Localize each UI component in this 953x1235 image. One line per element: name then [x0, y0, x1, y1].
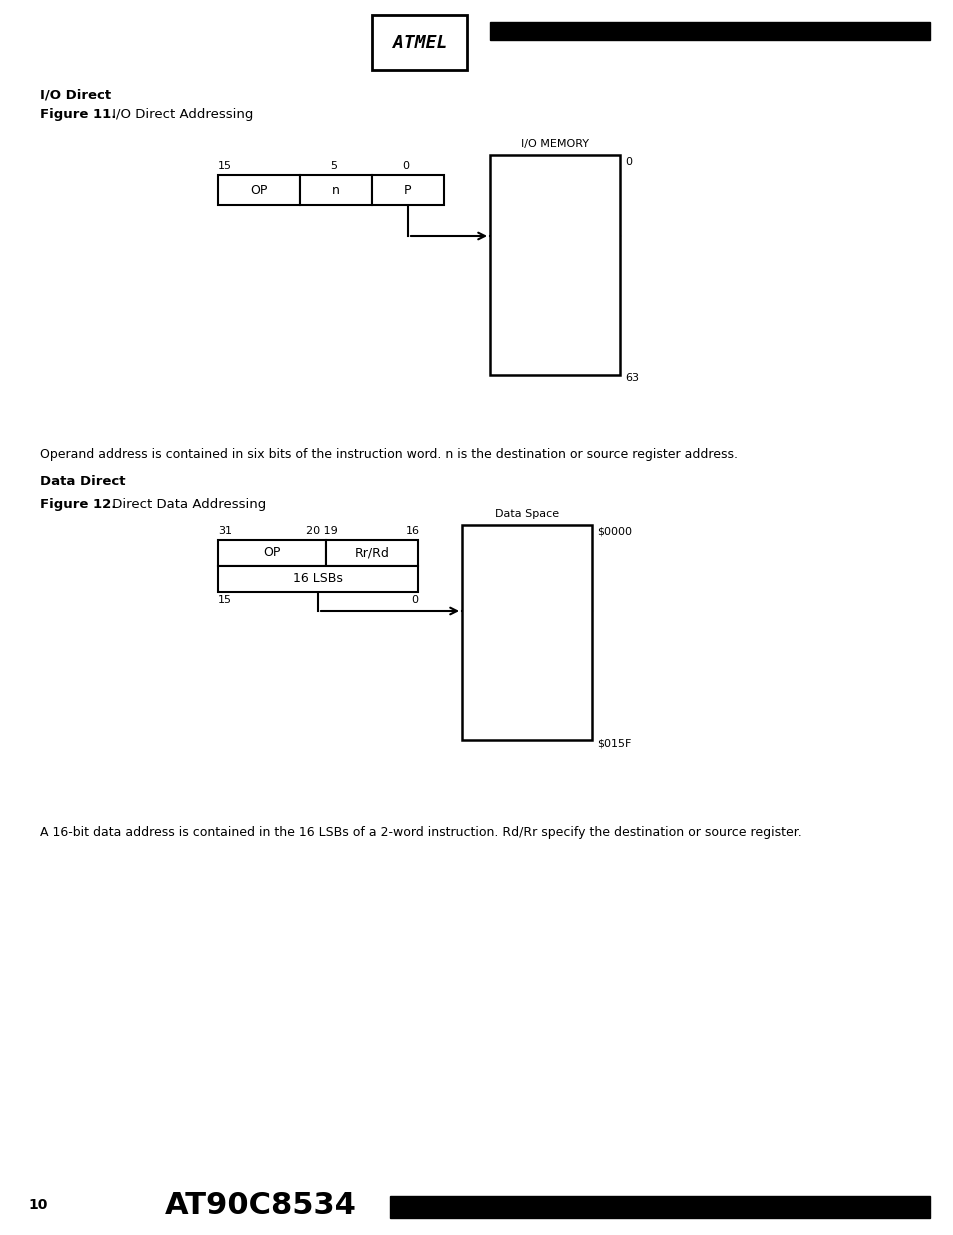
Text: n: n — [332, 184, 339, 196]
Text: I/O MEMORY: I/O MEMORY — [520, 140, 588, 149]
Text: AT90C8534: AT90C8534 — [165, 1191, 356, 1219]
Bar — [218, 175, 299, 205]
Text: 0: 0 — [402, 161, 409, 170]
Text: A 16-bit data address is contained in the 16 LSBs of a 2-word instruction. Rd/Rr: A 16-bit data address is contained in th… — [40, 826, 801, 839]
FancyBboxPatch shape — [372, 15, 467, 70]
Text: Operand address is contained in six bits of the instruction word. n is the desti: Operand address is contained in six bits… — [40, 448, 738, 461]
Text: Direct Data Addressing: Direct Data Addressing — [108, 498, 266, 511]
Text: Data Space: Data Space — [495, 509, 558, 519]
Text: OP: OP — [263, 547, 280, 559]
Text: 63: 63 — [624, 373, 639, 383]
Text: ATMEL: ATMEL — [393, 35, 447, 52]
Text: $015F: $015F — [597, 739, 631, 748]
Text: 0: 0 — [624, 157, 631, 167]
Text: 16 LSBs: 16 LSBs — [293, 573, 342, 585]
Text: 31: 31 — [218, 526, 232, 536]
Text: 20 19: 20 19 — [306, 526, 337, 536]
Text: 5: 5 — [330, 161, 337, 170]
Text: I/O Direct Addressing: I/O Direct Addressing — [108, 107, 253, 121]
Bar — [490, 156, 619, 375]
Text: 10: 10 — [28, 1198, 48, 1212]
Text: Rr/Rd: Rr/Rd — [355, 547, 389, 559]
Text: 0: 0 — [411, 595, 417, 605]
Text: $0000: $0000 — [597, 527, 631, 537]
Text: 15: 15 — [218, 595, 232, 605]
Bar — [218, 566, 417, 592]
Bar — [490, 22, 929, 40]
Text: OP: OP — [250, 184, 268, 196]
Text: Figure 12.: Figure 12. — [40, 498, 116, 511]
Text: P: P — [404, 184, 412, 196]
Text: Data Direct: Data Direct — [40, 475, 126, 488]
Bar — [299, 175, 372, 205]
Text: I/O Direct: I/O Direct — [40, 88, 111, 101]
Text: 16: 16 — [406, 526, 419, 536]
Bar — [390, 1195, 929, 1218]
Bar — [372, 175, 443, 205]
Text: 15: 15 — [218, 161, 232, 170]
Bar — [326, 540, 417, 566]
Bar — [218, 540, 326, 566]
Bar — [461, 525, 592, 740]
Text: Figure 11.: Figure 11. — [40, 107, 116, 121]
